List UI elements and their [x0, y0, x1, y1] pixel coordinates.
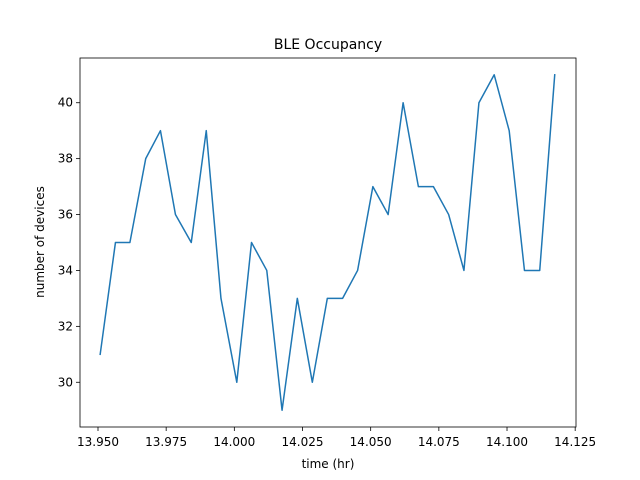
y-axis-label: number of devices — [33, 186, 47, 298]
y-tick-label: 30 — [58, 375, 73, 389]
x-tick-label: 14.100 — [486, 435, 528, 449]
series-line-0 — [99, 73, 556, 411]
x-axis-label: time (hr) — [302, 457, 355, 471]
x-tick-label: 13.950 — [77, 435, 119, 449]
x-tick-label: 14.075 — [418, 435, 460, 449]
x-tick-label: 13.975 — [145, 435, 187, 449]
x-tick-label: 14.125 — [554, 435, 596, 449]
plot-area — [79, 57, 577, 428]
x-tick-label: 14.025 — [282, 435, 324, 449]
y-tick-label: 36 — [58, 208, 73, 222]
plot-frame — [79, 57, 577, 428]
y-tick-label: 34 — [58, 263, 73, 277]
y-tick-label: 32 — [58, 319, 73, 333]
x-axis: 13.950 13.975 14.000 14.025 14.050 14.075 14.1… — [77, 427, 596, 449]
y-axis: 30 32 34 36 38 40 — [58, 96, 80, 389]
x-tick-label: 14.050 — [350, 435, 392, 449]
chart-title: BLE Occupancy — [274, 37, 382, 53]
y-tick-label: 38 — [58, 152, 73, 166]
x-tick-label: 14.000 — [213, 435, 255, 449]
y-tick-label: 40 — [58, 96, 73, 110]
